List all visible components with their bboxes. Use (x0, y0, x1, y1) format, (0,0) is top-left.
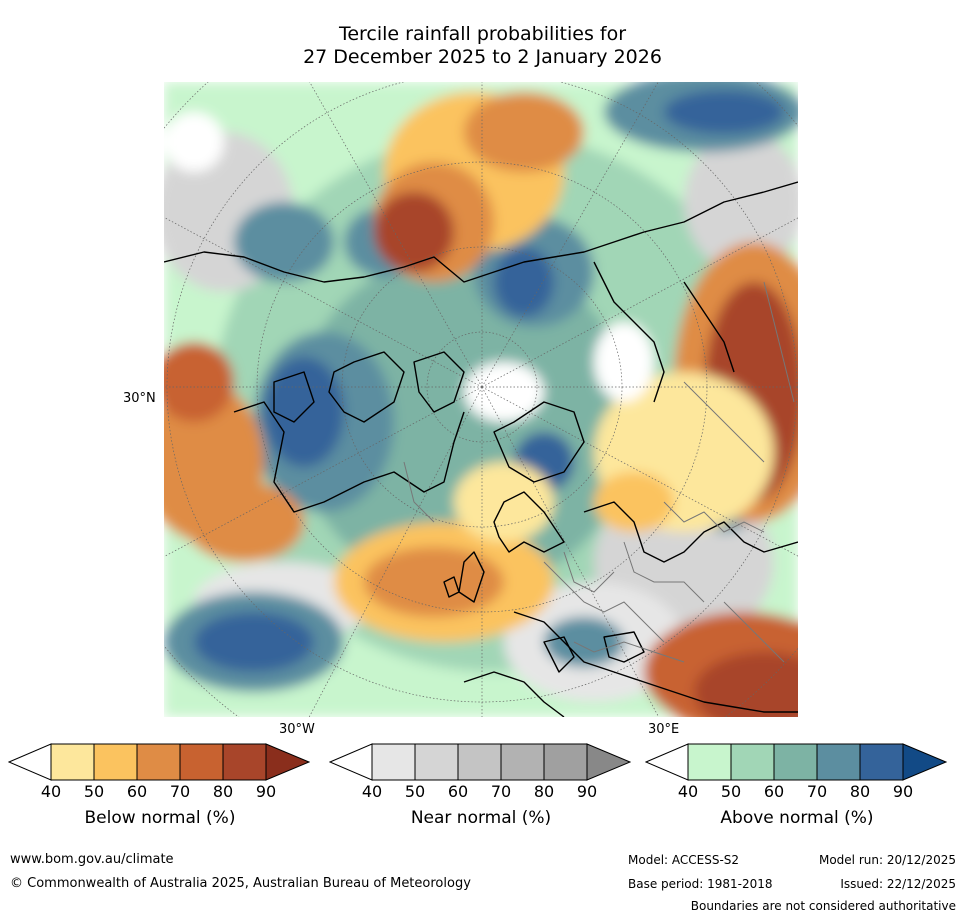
above-tick-label: 90 (892, 782, 914, 801)
below-tick-label: 40 (40, 782, 62, 801)
above-segment (773, 743, 818, 781)
above-min-triangle (644, 743, 689, 781)
above-segment (687, 743, 732, 781)
footer-copyright: © Commonwealth of Australia 2025, Austra… (10, 876, 471, 891)
below-tick-label: 50 (83, 782, 105, 801)
country-borders (403, 281, 795, 663)
near-tick-label: 80 (533, 782, 555, 801)
near-min-triangle (328, 743, 373, 781)
below-tick-label: 80 (212, 782, 234, 801)
near-segment (414, 743, 459, 781)
below-tick-label: 70 (169, 782, 191, 801)
colorbar-near (328, 742, 632, 782)
below-segment (179, 743, 224, 781)
near-tick-label: 50 (404, 782, 426, 801)
coastlines (164, 181, 798, 717)
near-tick-label: 70 (490, 782, 512, 801)
title-line-1: Tercile rainfall probabilities for (338, 23, 627, 45)
near-segment (371, 743, 416, 781)
near-segment (457, 743, 502, 781)
below-tick-label: 90 (255, 782, 277, 801)
near-tick-label: 90 (576, 782, 598, 801)
above-segment (730, 743, 775, 781)
colorbar-above (644, 742, 948, 782)
title-line-2: 27 December 2025 to 2 January 2026 (303, 46, 662, 68)
rainfall-probability-map (164, 82, 798, 717)
footer-base-period: Base period: 1981-2018 (628, 877, 773, 891)
near-tick-label: 40 (361, 782, 383, 801)
above-segment (816, 743, 861, 781)
lon-30e-label: 30°E (648, 722, 680, 737)
graticule (164, 82, 798, 717)
below-segment (222, 743, 267, 781)
above-max-triangle (902, 743, 948, 781)
below-segment (50, 743, 95, 781)
colorbar-above-title: Above normal (%) (720, 808, 874, 828)
near-max-triangle (586, 743, 632, 781)
footer-url: www.bom.gov.au/climate (10, 852, 174, 867)
below-segment (93, 743, 138, 781)
near-tick-label: 60 (447, 782, 469, 801)
colorbar-near-graphic (328, 743, 632, 781)
colorbar-below-graphic (7, 743, 311, 781)
footer-model: Model: ACCESS-S2 (628, 853, 740, 867)
above-tick-label: 60 (763, 782, 785, 801)
probability-shading (164, 82, 798, 717)
near-segment (500, 743, 545, 781)
near-segment (543, 743, 588, 781)
below-max-triangle (265, 743, 311, 781)
lat-30n-label: 30°N (123, 391, 156, 406)
below-segment (136, 743, 181, 781)
footer-issued: Issued: 22/12/2025 (840, 877, 956, 891)
below-tick-label: 60 (126, 782, 148, 801)
above-tick-label: 40 (677, 782, 699, 801)
below-min-triangle (7, 743, 52, 781)
footer-disclaimer: Boundaries are not considered authoritat… (690, 899, 956, 913)
map-graphic (164, 82, 798, 717)
footer-model-run: Model run: 20/12/2025 (818, 853, 956, 867)
above-tick-label: 50 (720, 782, 742, 801)
above-tick-label: 70 (806, 782, 828, 801)
above-segment (859, 743, 904, 781)
colorbar-below (7, 742, 311, 782)
colorbar-near-title: Near normal (%) (410, 808, 552, 828)
colorbar-below-title: Below normal (%) (84, 808, 236, 828)
colorbar-above-graphic (644, 743, 948, 781)
above-tick-label: 80 (849, 782, 871, 801)
lon-30w-label: 30°W (279, 722, 315, 737)
